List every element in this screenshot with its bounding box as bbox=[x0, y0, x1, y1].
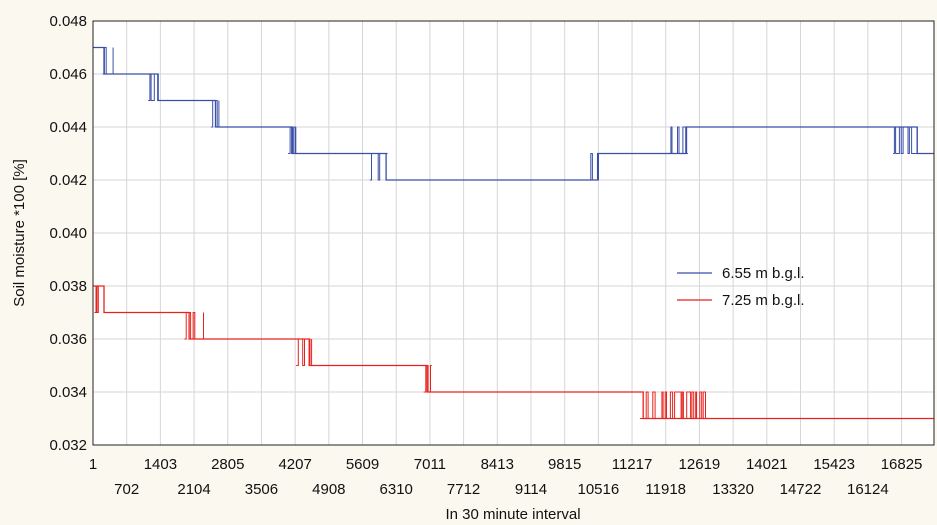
plot-frame bbox=[92, 20, 935, 446]
y-axis-label: Soil moisture *100 [%] bbox=[11, 159, 28, 307]
series-noise-2 bbox=[423, 365, 432, 393]
x-tick-label: 16124 bbox=[847, 481, 889, 498]
x-tick-label: 9114 bbox=[515, 481, 547, 498]
x-tick-label: 2805 bbox=[211, 456, 244, 473]
x-tick-label: 4908 bbox=[312, 481, 345, 498]
x-tick-label: 2104 bbox=[177, 481, 210, 498]
series-noise-1 bbox=[148, 73, 159, 101]
series-noise-2 bbox=[184, 312, 204, 340]
x-tick-label: 13320 bbox=[712, 481, 754, 498]
y-tick-label: 0.042 bbox=[49, 172, 87, 189]
x-tick-label: 12619 bbox=[679, 456, 721, 473]
series-noise-1 bbox=[288, 126, 297, 154]
x-tick-label: 10516 bbox=[577, 481, 619, 498]
x-tick-label: 14021 bbox=[746, 456, 788, 473]
x-tick-label: 3506 bbox=[245, 481, 278, 498]
x-tick-label: 15423 bbox=[813, 456, 855, 473]
series-line-2 bbox=[93, 285, 934, 420]
series-noise-2 bbox=[639, 391, 706, 419]
x-tick-label: 5609 bbox=[346, 456, 379, 473]
legend: 6.55 m b.g.l. 7.25 m b.g.l. bbox=[677, 265, 805, 309]
y-tick-label: 0.044 bbox=[49, 119, 87, 136]
axis-ticks: 1 1403 2805 4207 5609 7011 8413 9815 11217 12619 1… bbox=[49, 13, 922, 498]
x-tick-label: 7712 bbox=[447, 481, 480, 498]
x-tick-label: 1 bbox=[89, 456, 97, 473]
y-tick-label: 0.040 bbox=[49, 225, 87, 242]
x-tick-label: 14722 bbox=[780, 481, 822, 498]
y-tick-label: 0.038 bbox=[49, 278, 87, 295]
series-noise-2 bbox=[296, 338, 313, 366]
series-lines bbox=[93, 46, 934, 420]
x-axis-label: In 30 minute interval bbox=[445, 506, 580, 523]
y-tick-label: 0.048 bbox=[49, 13, 87, 30]
x-tick-label: 4207 bbox=[278, 456, 311, 473]
series-noise-1 bbox=[102, 47, 114, 75]
y-tick-label: 0.036 bbox=[49, 331, 87, 348]
series-noise-1 bbox=[583, 153, 599, 181]
series-noise-1 bbox=[667, 126, 688, 154]
x-tick-label: 702 bbox=[114, 481, 139, 498]
x-tick-label: 11918 bbox=[645, 481, 686, 498]
y-tick-label: 0.046 bbox=[49, 66, 87, 83]
series-noise-1 bbox=[211, 100, 220, 128]
series-noise-1 bbox=[893, 126, 918, 154]
y-tick-label: 0.032 bbox=[49, 437, 87, 454]
y-tick-label: 0.034 bbox=[49, 384, 87, 401]
x-tick-label: 9815 bbox=[548, 456, 581, 473]
x-tick-label: 11217 bbox=[612, 456, 653, 473]
series-noise-1 bbox=[369, 153, 388, 181]
legend-label: 7.25 m b.g.l. bbox=[722, 292, 805, 309]
series-noise-2 bbox=[94, 285, 105, 313]
x-tick-label: 8413 bbox=[481, 456, 514, 473]
x-tick-label: 6310 bbox=[380, 481, 413, 498]
x-tick-label: 16825 bbox=[881, 456, 923, 473]
x-tick-label: 7011 bbox=[414, 456, 446, 473]
legend-label: 6.55 m b.g.l. bbox=[722, 265, 805, 282]
x-tick-label: 1403 bbox=[144, 456, 177, 473]
